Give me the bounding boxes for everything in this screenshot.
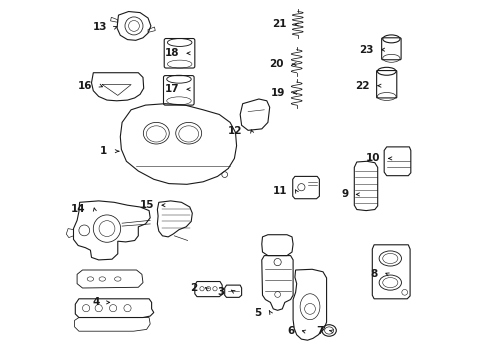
Text: 19: 19 <box>271 88 285 98</box>
Text: 7: 7 <box>316 326 323 336</box>
Text: 1: 1 <box>100 146 107 156</box>
Text: 15: 15 <box>140 200 154 210</box>
Text: 5: 5 <box>254 308 261 318</box>
Text: 18: 18 <box>164 48 179 58</box>
Text: 10: 10 <box>366 153 380 163</box>
Text: 23: 23 <box>359 45 373 55</box>
Text: 14: 14 <box>71 204 85 214</box>
Text: 9: 9 <box>340 189 347 199</box>
Text: 13: 13 <box>92 22 107 32</box>
Text: 3: 3 <box>217 287 224 297</box>
Text: 2: 2 <box>189 283 197 293</box>
Text: 11: 11 <box>272 186 286 196</box>
Text: 16: 16 <box>78 81 92 91</box>
Text: 22: 22 <box>355 81 369 91</box>
Text: 6: 6 <box>287 326 294 336</box>
Text: 20: 20 <box>268 59 283 69</box>
Text: 12: 12 <box>228 126 242 136</box>
Text: 8: 8 <box>370 269 377 279</box>
Text: 4: 4 <box>92 297 100 307</box>
Text: 21: 21 <box>272 19 286 30</box>
Text: 17: 17 <box>164 84 179 94</box>
